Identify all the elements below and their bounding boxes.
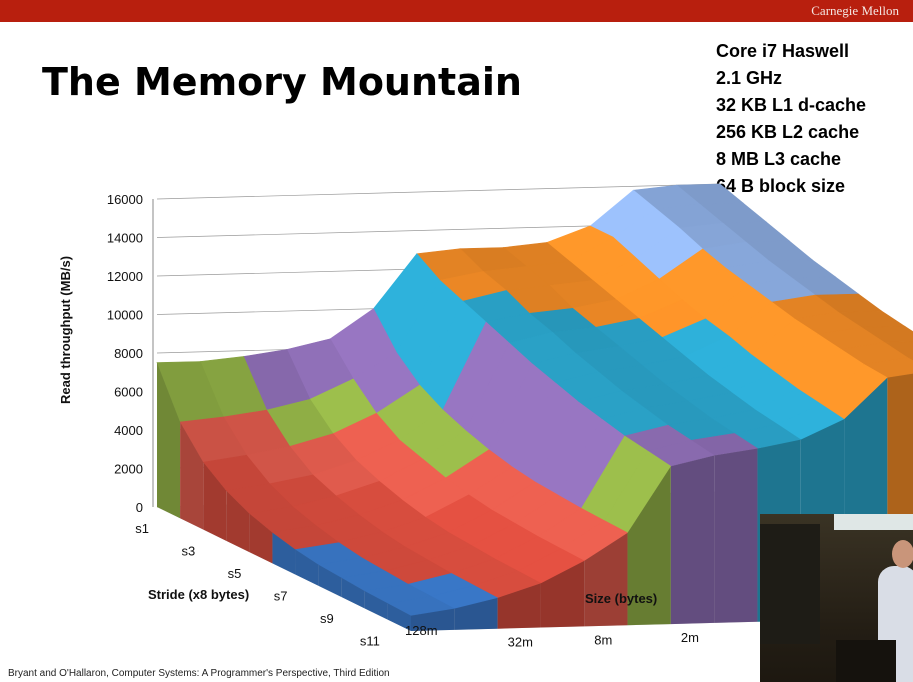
surface-edge: [714, 448, 758, 623]
surface-edge: [249, 513, 273, 564]
stride-tick-label: s9: [320, 611, 334, 626]
stride-tick-label: s1: [135, 521, 149, 536]
spec-item: 32 KB L1 d-cache: [716, 95, 867, 115]
surface-edge: [387, 603, 411, 631]
surface-edge: [364, 591, 388, 620]
spec-item: 8 MB L3 cache: [716, 149, 842, 169]
stride-tick-label: s5: [228, 566, 242, 581]
surface-edge: [295, 549, 319, 586]
z-axis-title: Read throughput (MB/s): [58, 256, 73, 404]
speaker-video: [760, 514, 913, 682]
surface-edge: [203, 462, 227, 541]
z-tick-label: 10000: [107, 308, 143, 323]
surface-edge: [341, 577, 365, 609]
surface-edge: [226, 490, 250, 553]
spec-item: Core i7 Haswell: [716, 41, 850, 61]
size-tick-label: 8m: [594, 632, 612, 647]
spec-list: Core i7 Haswell 2.1 GHz 32 KB L1 d-cache…: [716, 38, 866, 200]
size-tick-label: 128m: [405, 623, 438, 638]
z-tick-label: 8000: [114, 346, 143, 361]
university-name: Carnegie Mellon: [811, 3, 899, 18]
size-tick-label: 2m: [681, 630, 699, 645]
z-gridline: [156, 183, 721, 200]
surface-edge: [411, 608, 455, 631]
spec-item: 256 KB L2 cache: [716, 122, 860, 142]
z-tick-label: 4000: [114, 423, 143, 438]
surface-edge: [454, 597, 498, 630]
z-tick-label: 16000: [107, 192, 143, 207]
header-bar: Carnegie Mellon: [0, 0, 913, 22]
chart-labels: 0 2000 4000 6000 8000 10000 12000 14000 16000 s1 s…: [58, 192, 883, 650]
surface-edge: [497, 583, 541, 629]
slide-title: The Memory Mountain: [42, 60, 522, 104]
z-tick-label: 14000: [107, 231, 143, 246]
surface-edge: [670, 455, 715, 625]
surface-edge: [540, 560, 585, 628]
surface-edge: [627, 466, 671, 626]
spec-item: 2.1 GHz: [716, 68, 783, 88]
size-tick-label: 32m: [508, 635, 533, 650]
z-tick-label: 6000: [114, 385, 143, 400]
z-tick-label: 2000: [114, 462, 143, 477]
surface-edge: [157, 362, 181, 519]
surface-edge: [272, 532, 296, 575]
size-axis-title: Size (bytes): [585, 591, 657, 606]
stride-tick-label: s3: [181, 544, 195, 559]
z-tick-label: 0: [136, 500, 143, 515]
stride-tick-label: s7: [274, 589, 288, 604]
z-tick-label: 12000: [107, 269, 143, 284]
surface-edge: [584, 532, 628, 627]
surface-edge: [180, 422, 204, 530]
stride-axis-title: Stride (x8 bytes): [148, 587, 249, 602]
surface-edge: [318, 564, 342, 598]
stride-tick-label: s11: [360, 634, 380, 649]
citation-footer: Bryant and O'Hallaron, Computer Systems:…: [8, 668, 390, 679]
spec-item: 64 B block size: [716, 176, 846, 196]
